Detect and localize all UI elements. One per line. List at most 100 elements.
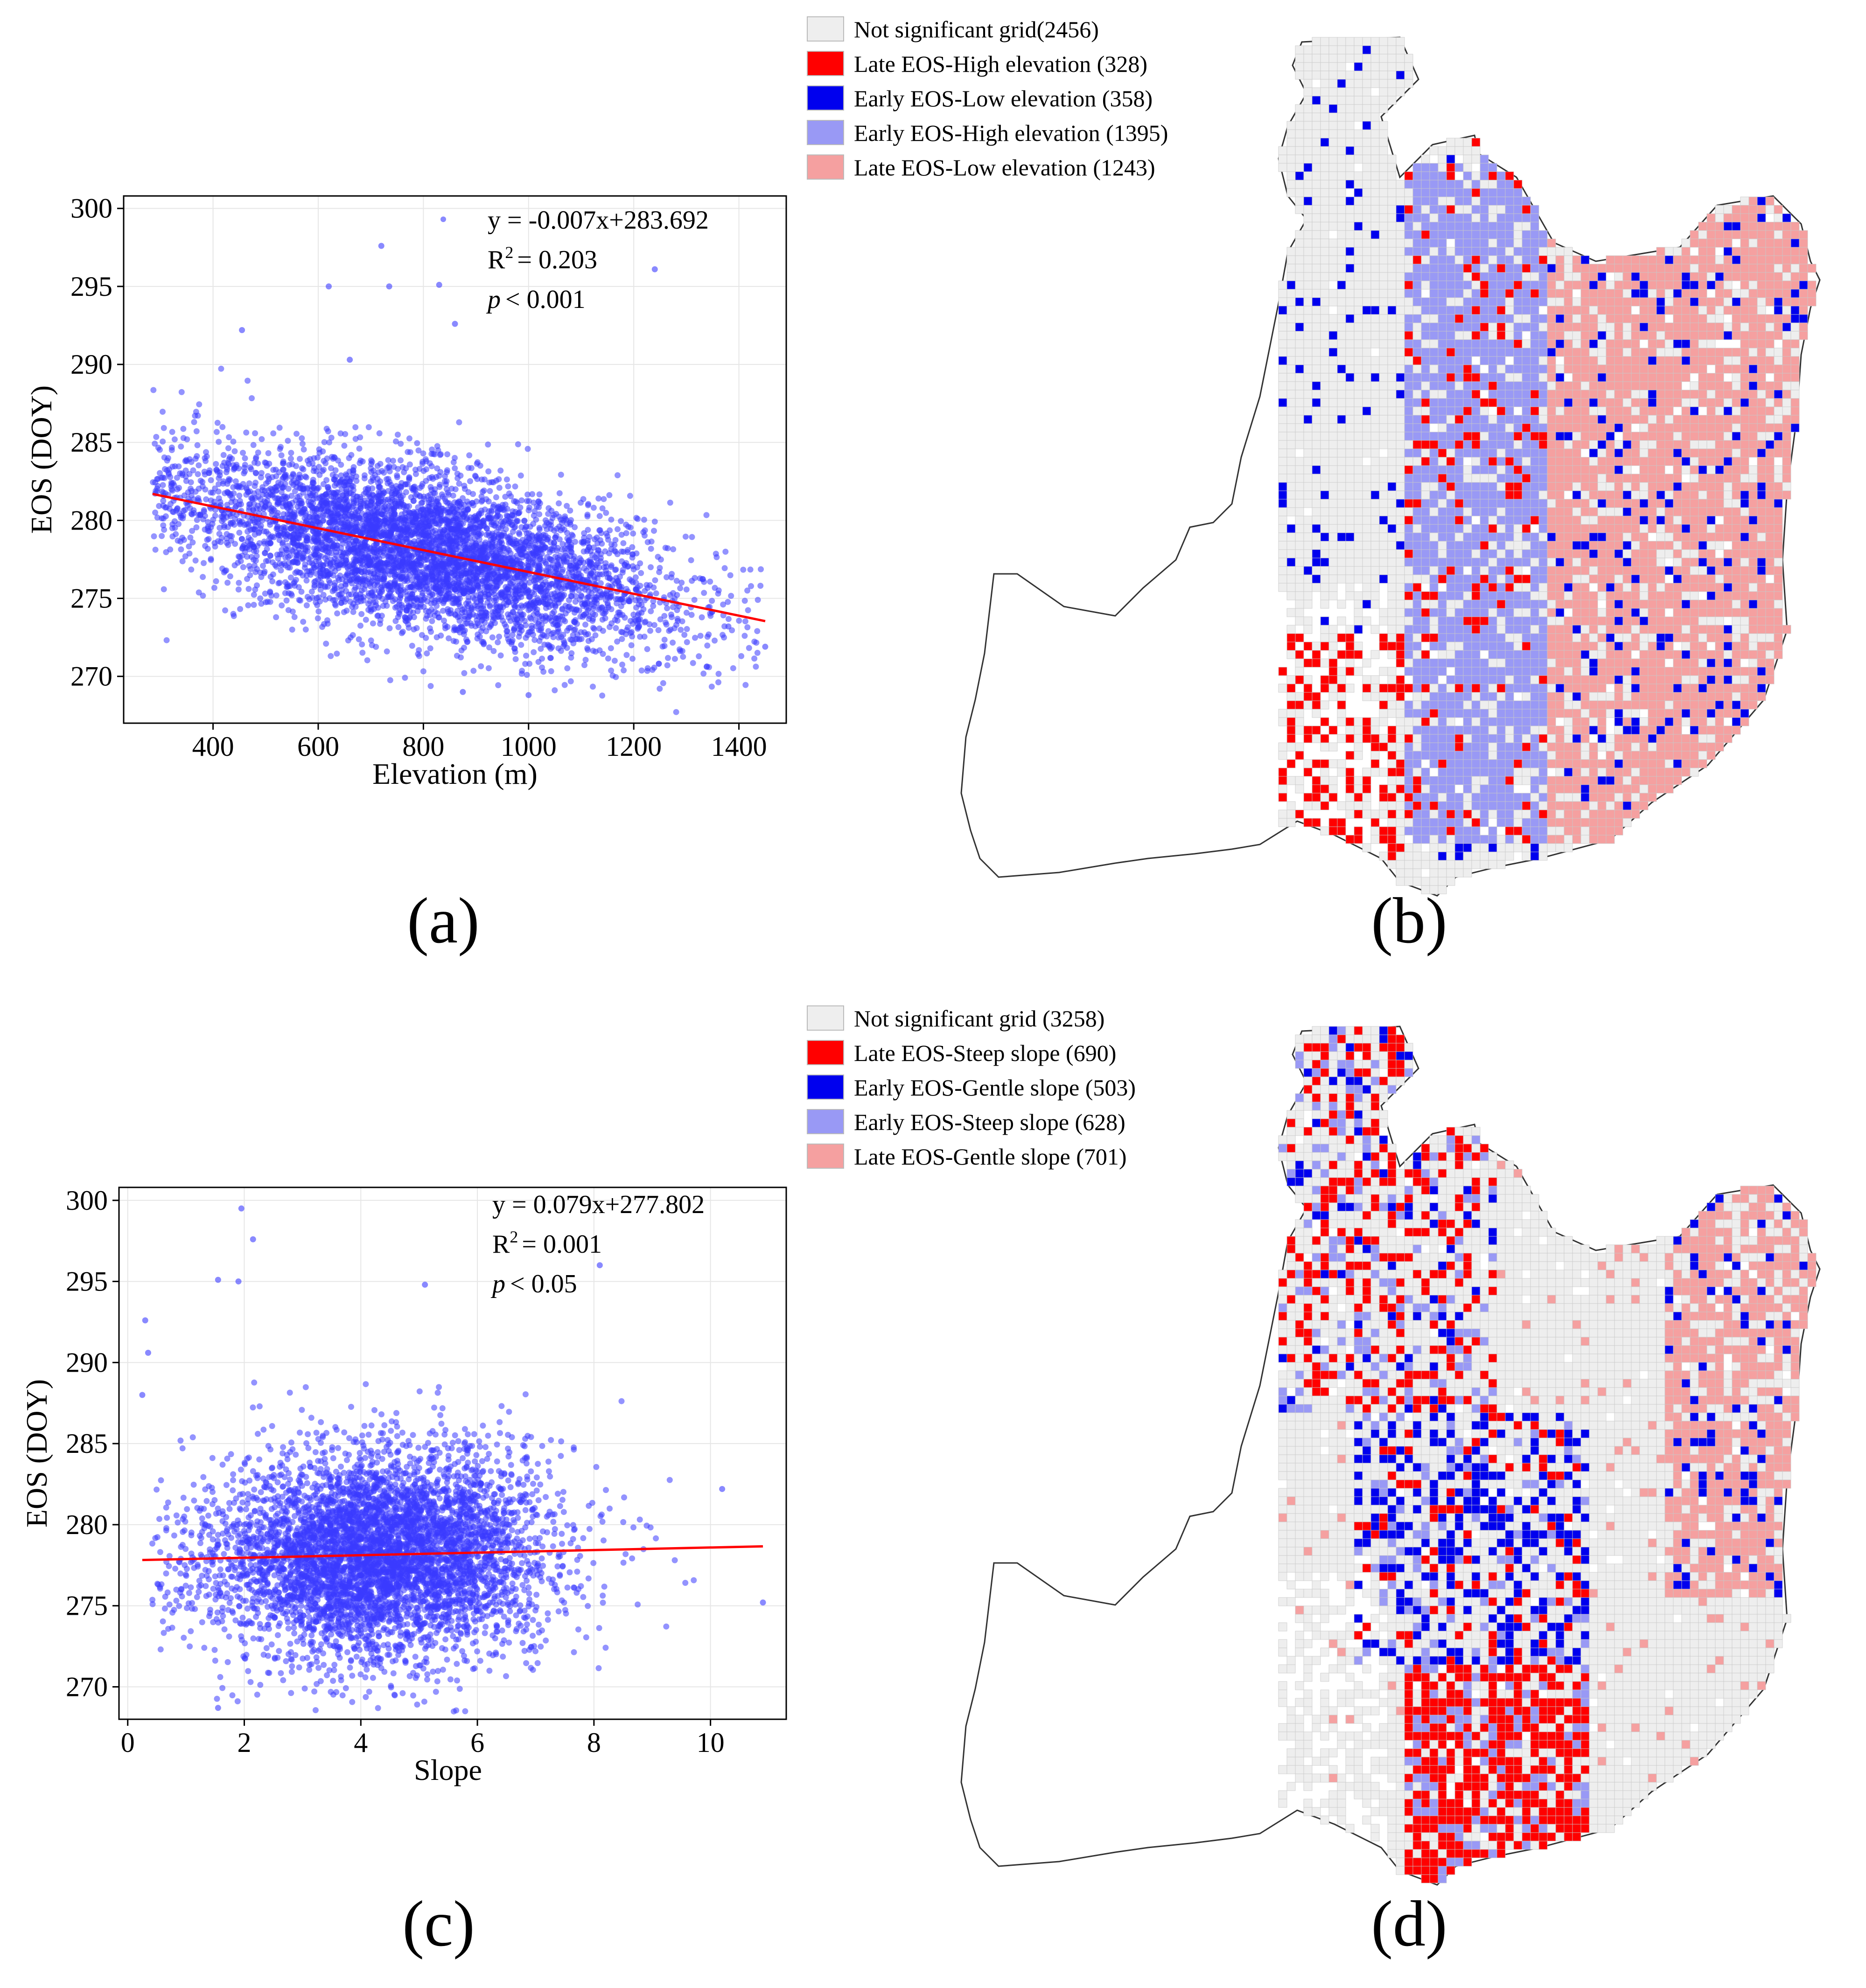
a-point: [537, 585, 543, 591]
a-point: [678, 579, 685, 586]
a-point: [552, 603, 559, 610]
a-point: [414, 608, 421, 614]
a-point: [400, 526, 407, 532]
a-point: [466, 452, 473, 459]
a-point: [691, 597, 698, 603]
a-point: [556, 536, 563, 543]
a-point: [275, 580, 282, 586]
a-point: [496, 574, 503, 581]
a-point: [160, 409, 166, 415]
a-point: [424, 650, 430, 656]
a-point: [331, 582, 338, 589]
a-point: [426, 475, 433, 481]
a-point: [314, 595, 320, 601]
a-point: [528, 538, 534, 544]
a-point: [404, 596, 411, 602]
a-point: [419, 483, 425, 489]
a-point: [360, 597, 367, 604]
a-point: [359, 649, 366, 656]
a-point: [715, 670, 722, 677]
a-point: [461, 670, 468, 677]
a-point: [441, 617, 447, 624]
a-point: [314, 485, 321, 492]
a-point: [425, 523, 432, 530]
a-point: [163, 549, 169, 555]
a-point: [453, 505, 460, 512]
a-point: [203, 449, 209, 455]
a-point: [486, 479, 493, 486]
a-point: [638, 570, 644, 576]
a-point: [515, 441, 521, 447]
a-point: [635, 516, 641, 522]
a-point: [351, 575, 357, 582]
a-point: [630, 530, 636, 537]
a-point: [377, 460, 384, 467]
a-point: [381, 489, 387, 496]
a-point: [323, 641, 329, 647]
a-point: [266, 519, 273, 525]
a-point: [491, 558, 498, 565]
a-point: [251, 501, 257, 507]
a-point: [452, 465, 458, 472]
a-point: [352, 604, 359, 610]
a-point: [358, 611, 365, 617]
a-point: [394, 472, 400, 479]
a-point: [497, 467, 504, 474]
a-point: [722, 549, 729, 555]
a-point: [545, 628, 552, 635]
a-point: [443, 481, 449, 488]
a-point: [458, 647, 465, 654]
a-point: [413, 523, 419, 529]
a-point: [343, 607, 350, 614]
a-point: [261, 538, 267, 545]
a-point: [697, 633, 704, 639]
a-point: [301, 446, 307, 453]
a-point: [713, 554, 720, 560]
a-point: [567, 507, 573, 514]
a-point: [332, 454, 338, 461]
a-point: [530, 521, 537, 527]
a-point: [481, 565, 488, 572]
a-point: [426, 497, 433, 503]
a-point: [525, 507, 532, 514]
a-point: [389, 511, 395, 517]
panel-a: 400 600 800 1000 1200 14002702752802852902953…: [25, 193, 787, 957]
a-point: [545, 521, 552, 527]
a-point: [319, 546, 326, 552]
a-point: [556, 523, 562, 530]
a-point: [332, 597, 338, 603]
a-point: [395, 432, 401, 438]
a-point: [669, 614, 675, 621]
a-point: [215, 488, 222, 495]
a-point: [381, 575, 387, 581]
a-point: [548, 591, 555, 598]
a-point: [385, 457, 391, 463]
a-point: [328, 653, 334, 659]
a-point: [227, 492, 233, 499]
a-point: [466, 601, 472, 607]
a-point: [510, 540, 516, 547]
a-point: [204, 545, 211, 552]
a-point: [329, 588, 336, 594]
a-point: [328, 465, 334, 471]
a-point: [297, 456, 303, 462]
a-point: [647, 582, 653, 588]
a-point: [214, 419, 221, 426]
a-point: [526, 661, 533, 667]
a-point: [544, 581, 550, 588]
a-point: [688, 557, 694, 564]
a-point: [349, 561, 355, 567]
a-point: [368, 499, 374, 505]
a-point: [664, 574, 670, 580]
a-point: [619, 662, 625, 668]
a-point: [258, 474, 264, 481]
a-point: [697, 575, 703, 582]
a-point: [393, 438, 399, 445]
a-point: [637, 634, 643, 640]
a-point: [277, 446, 283, 452]
a-point: [430, 451, 437, 457]
a-point: [681, 632, 688, 638]
a-point: [395, 466, 401, 472]
a-point: [245, 586, 252, 592]
